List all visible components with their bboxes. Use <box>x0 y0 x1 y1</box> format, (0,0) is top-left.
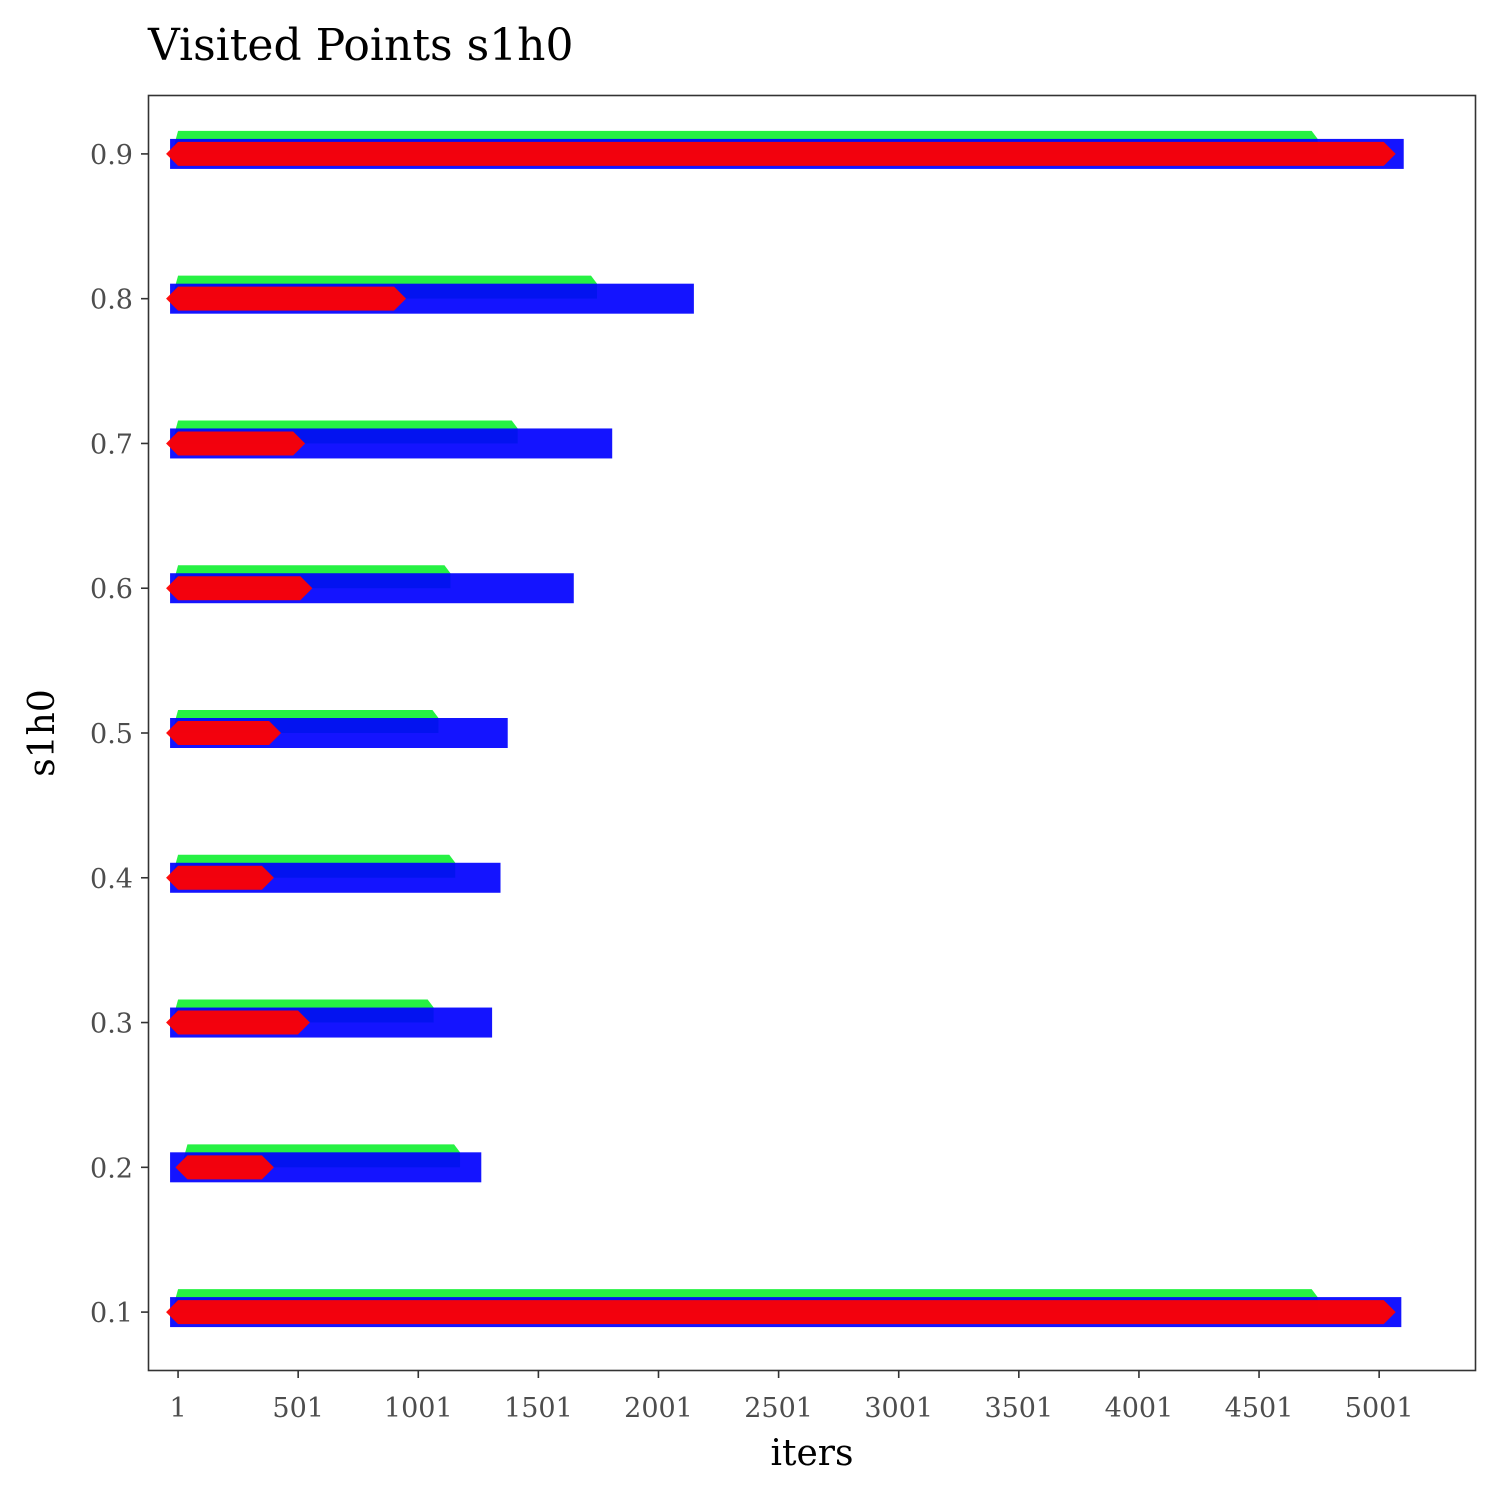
x-tick-label: 3001 <box>864 1393 933 1424</box>
y-tick-label: 0.5 <box>90 719 133 750</box>
x-tick-label: 501 <box>272 1393 324 1424</box>
x-axis: 1 501 1001 1501 2001 2501 3001 3501 4001 4501 5001 <box>169 1370 1414 1424</box>
y-axis-title: s1h0 <box>22 689 63 776</box>
x-tick-label: 1501 <box>504 1393 573 1424</box>
diamond-marks-0.2 <box>175 1155 274 1180</box>
chart-title: Visited Points s1h0 <box>147 20 573 71</box>
diamond-marks-0.1 <box>166 1300 1396 1325</box>
diamond-marks-0.5 <box>166 721 282 745</box>
diamond-marks-0.9 <box>166 141 1396 166</box>
diamond-marks-0.3 <box>166 1010 310 1035</box>
plot-area <box>166 130 1404 1328</box>
x-axis-title: iters <box>771 1433 854 1474</box>
x-tick-label: 1001 <box>384 1393 453 1424</box>
x-tick-label: 3501 <box>984 1393 1053 1424</box>
x-tick-label: 4001 <box>1105 1393 1174 1424</box>
x-tick-label: 1 <box>169 1393 186 1424</box>
diamond-marks-0.4 <box>166 865 274 890</box>
y-tick-label: 0.8 <box>90 285 133 316</box>
x-tick-label: 4501 <box>1225 1393 1294 1424</box>
y-tick-label: 0.9 <box>90 140 133 171</box>
diamond-marks-0.6 <box>166 576 313 601</box>
diamond-marks-0.7 <box>166 431 306 456</box>
x-tick-label: 2501 <box>744 1393 813 1424</box>
x-tick-label: 2001 <box>624 1393 693 1424</box>
diamond-marks-0.8 <box>166 286 407 311</box>
diamond-series <box>166 141 1396 1325</box>
y-tick-label: 0.1 <box>90 1298 133 1329</box>
y-tick-label: 0.7 <box>90 429 133 460</box>
y-axis: 0.1 0.2 0.3 0.4 0.5 0.6 0.7 0.8 0.9 <box>90 140 149 1329</box>
y-tick-label: 0.4 <box>90 864 133 895</box>
y-tick-label: 0.6 <box>90 574 133 605</box>
x-tick-label: 5001 <box>1345 1393 1414 1424</box>
y-tick-label: 0.3 <box>90 1009 133 1040</box>
y-tick-label: 0.2 <box>90 1153 133 1184</box>
